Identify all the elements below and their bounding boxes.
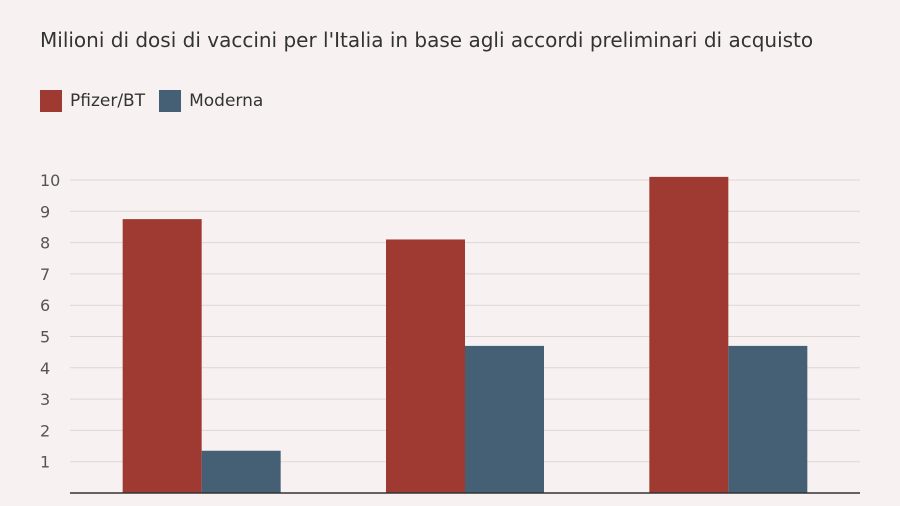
y-tick-label-1: 1 xyxy=(40,453,50,472)
y-tick-label-9: 9 xyxy=(40,202,50,221)
bar-moderna-2 xyxy=(728,345,808,493)
y-tick-label-4: 4 xyxy=(40,359,50,378)
y-tick-label-2: 2 xyxy=(40,421,50,440)
legend-label-pfizer: Pfizer/BT xyxy=(70,91,146,111)
y-tick-label-5: 5 xyxy=(40,328,50,347)
y-tick-label-6: 6 xyxy=(40,296,50,315)
chart-title: Milioni di dosi di vaccini per l'Italia … xyxy=(40,28,814,52)
bar-pfizer-bt-2 xyxy=(649,176,729,493)
y-tick-label-7: 7 xyxy=(40,265,50,284)
legend-item-moderna: Moderna xyxy=(159,90,263,112)
bar-moderna-0 xyxy=(201,450,281,493)
bar-pfizer-bt-0 xyxy=(122,219,202,493)
bar-moderna-1 xyxy=(465,345,544,493)
y-tick-label-3: 3 xyxy=(40,390,50,409)
legend-label-moderna: Moderna xyxy=(189,91,264,111)
legend-item-pfizer: Pfizer/BT xyxy=(40,90,145,112)
y-tick-label-8: 8 xyxy=(40,234,50,253)
legend-swatch-moderna xyxy=(159,90,182,112)
bar-pfizer-bt-1 xyxy=(386,239,465,493)
y-tick-label-10: 10 xyxy=(40,171,60,190)
legend: Pfizer/BT Moderna xyxy=(40,90,277,112)
legend-swatch-pfizer xyxy=(40,90,62,112)
